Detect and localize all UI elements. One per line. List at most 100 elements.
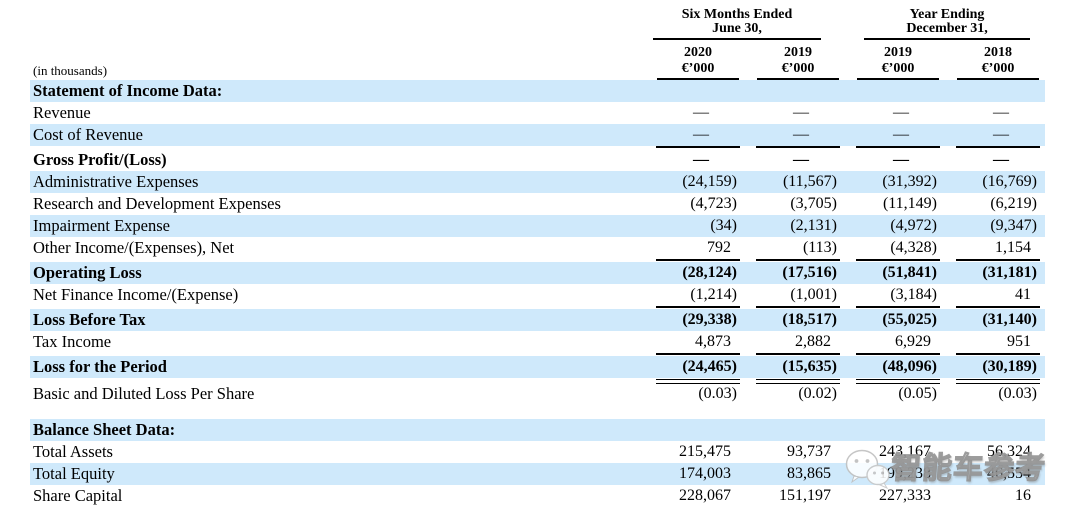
cell-value: — <box>893 126 909 143</box>
cell-value: (31,392) <box>882 173 937 190</box>
value-cell: 2,882 <box>737 331 840 355</box>
value-cell: (9,347) <box>937 215 1037 237</box>
row-label: Tax Income <box>33 332 112 351</box>
row-label: Net Finance Income/(Expense) <box>33 285 239 304</box>
table-row: Gross Profit/(Loss) — — — — <box>30 149 1045 171</box>
cell-value: 93,737 <box>787 443 831 460</box>
value-cell: (18,517) <box>737 309 837 331</box>
cell-value: (4,723) <box>690 195 737 212</box>
value-cell: (15,635) <box>737 356 840 384</box>
cell-value: 215,475 <box>679 443 731 460</box>
value-cell: — <box>737 102 837 124</box>
cell-value: 4,873 <box>695 333 731 350</box>
section-spacer <box>30 405 1045 419</box>
value-cell <box>737 80 837 102</box>
unit-note: (in thousands) <box>33 63 108 78</box>
row-label: Impairment Expense <box>33 216 170 235</box>
value-cell: 56,324 <box>937 441 1037 463</box>
double-underline <box>856 379 940 384</box>
single-underline <box>856 306 940 308</box>
value-cell: (0.02) <box>737 383 837 405</box>
value-cell: 215,475 <box>637 441 737 463</box>
table-row: Operating Loss (28,124) (17,516) (51,841) (3… <box>30 262 1045 284</box>
cell-value: 174,003 <box>679 465 731 482</box>
table-row: Loss Before Tax (29,338) (18,517) (55,025) (… <box>30 309 1045 331</box>
cell-value: 46,554 <box>987 465 1031 482</box>
value-cell: 951 <box>937 331 1040 355</box>
value-cell: (28,124) <box>637 262 737 284</box>
value-cell: (51,841) <box>837 262 937 284</box>
value-cell: (31,181) <box>937 262 1037 284</box>
col-group-year-ending: Year Ending December 31, <box>817 8 1077 40</box>
row-label: Loss Before Tax <box>33 310 146 329</box>
value-cell: (4,328) <box>837 237 940 261</box>
single-underline <box>756 306 840 308</box>
row-label: Loss for the Period <box>33 357 167 376</box>
cell-value: (0.05) <box>898 385 937 402</box>
value-cell: 174,003 <box>637 463 737 485</box>
year-header-cell: 2019 <box>737 45 837 61</box>
year-header-cell: 2020 <box>637 45 737 61</box>
value-cell: 151,197 <box>737 485 837 507</box>
row-label: Cost of Revenue <box>33 125 143 144</box>
table-row: Statement of Income Data: <box>30 80 1045 102</box>
table-row: Impairment Expense (34) (2,131) (4,972) (9,3… <box>30 215 1045 237</box>
unit-label: €’000 <box>757 61 839 80</box>
cell-value: (31,140) <box>982 311 1037 328</box>
cell-value: (2,131) <box>790 217 837 234</box>
single-underline <box>756 353 840 355</box>
single-underline <box>956 353 1040 355</box>
value-cell: — <box>937 102 1037 124</box>
unit-header-cell: €’000 <box>737 61 839 80</box>
unit-header-cell: €’000 <box>937 61 1039 80</box>
cell-value: (30,189) <box>982 358 1037 375</box>
cell-value: (16,769) <box>982 173 1037 190</box>
table-row: Cost of Revenue — — — — <box>30 124 1045 148</box>
cell-value: 151,197 <box>779 487 831 504</box>
value-cell: (0.03) <box>937 383 1037 405</box>
value-cell <box>837 80 937 102</box>
cell-value: (4,972) <box>890 217 937 234</box>
cell-value: (24,465) <box>682 358 737 375</box>
year-label: 2020 <box>684 45 712 60</box>
value-cell: 792 <box>637 237 740 261</box>
single-underline <box>856 353 940 355</box>
cell-value: 2,882 <box>795 333 831 350</box>
value-cell: (2,131) <box>737 215 837 237</box>
cell-value: (1,214) <box>690 286 737 303</box>
label-spacer <box>33 45 637 61</box>
cell-value: (29,338) <box>682 311 737 328</box>
single-underline <box>656 353 740 355</box>
unit-label: €’000 <box>957 61 1039 80</box>
cell-value: (48,096) <box>882 358 937 375</box>
cell-value: (17,516) <box>782 264 837 281</box>
cell-value: 951 <box>1007 333 1031 350</box>
value-cell <box>837 419 937 441</box>
cell-value: 41 <box>1015 286 1031 303</box>
value-cell: (31,392) <box>837 171 937 193</box>
value-cell: — <box>637 124 740 148</box>
row-label: Total Equity <box>33 464 115 483</box>
cell-value: (113) <box>802 239 837 256</box>
value-cell: (113) <box>737 237 840 261</box>
row-label: Research and Development Expenses <box>33 194 281 213</box>
value-cell: (24,159) <box>637 171 737 193</box>
table-row: Total Equity 174,003 83,865 199,238 46,554 <box>30 463 1045 485</box>
cell-value: (6,219) <box>990 195 1037 212</box>
table-row: Share Capital 228,067 151,197 227,333 16 <box>30 485 1045 507</box>
table-row: Total Assets 215,475 93,737 243,167 56,324 <box>30 441 1045 463</box>
cell-value: 243,167 <box>879 443 931 460</box>
unit-label: €’000 <box>657 61 739 80</box>
table-row: Net Finance Income/(Expense) (1,214) (1,00… <box>30 284 1045 308</box>
cell-value: — <box>693 104 709 121</box>
value-cell: — <box>837 149 937 171</box>
cell-value: 16 <box>1015 487 1031 504</box>
cell-value: — <box>793 126 809 143</box>
value-cell: 41 <box>937 284 1040 308</box>
value-cell: — <box>937 149 1037 171</box>
unit-label: €’000 <box>857 61 939 80</box>
cell-value: — <box>793 151 809 168</box>
year-label: 2019 <box>784 45 812 60</box>
col-group-title: December 31, <box>906 21 988 36</box>
header-rule <box>864 38 1030 40</box>
